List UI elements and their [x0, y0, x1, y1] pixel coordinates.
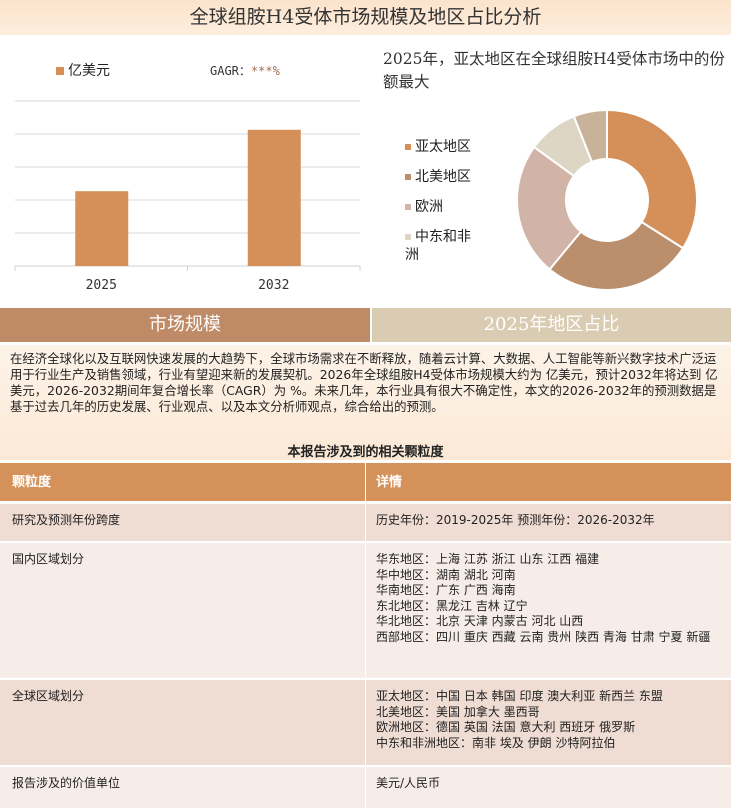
x-tick-label: 2032	[258, 278, 289, 293]
donut-slice-亚太地区	[606, 108, 698, 250]
legend-swatch	[405, 204, 411, 210]
legend-label: 亿美元	[68, 63, 110, 79]
row-detail: 美元/人民币	[376, 776, 441, 790]
donut-title: 2025年，亚太地区在全球组胺H4受体市场中的份额最大	[383, 50, 725, 91]
row-label: 研究及预测年份跨度	[0, 504, 366, 541]
legend-swatch	[405, 234, 411, 240]
paragraph-bg	[0, 345, 731, 460]
donut-slice-北美地区	[548, 220, 685, 291]
legend-swatch	[405, 144, 411, 150]
legend-item: 中东和非洲	[405, 228, 475, 264]
donut-slice-other	[572, 108, 608, 164]
header-details: 详情	[376, 475, 403, 490]
legend-swatch	[56, 67, 64, 75]
legend-label: 北美地区	[415, 169, 471, 185]
legend-swatch	[405, 174, 411, 180]
legend-label: 中东和非洲	[405, 229, 471, 263]
row-label: 国内区域划分	[0, 543, 366, 678]
legend-item: 亚太地区	[405, 138, 475, 156]
legend-item: 北美地区	[405, 168, 475, 186]
table-title: 本报告涉及到的相关颗粒度	[287, 445, 444, 460]
table-row: 全球区域划分 亚太地区：中国 日本 韩国 印度 澳大利亚 新西兰 东盟 北美地区…	[0, 680, 731, 765]
table-row: 报告涉及的价值单位 美元/人民币	[0, 767, 731, 808]
band-market-size: 市场规模	[0, 308, 370, 342]
x-tick-label: 2025	[86, 278, 117, 293]
table-row: 国内区域划分 华东地区：上海 江苏 浙江 山东 江西 福建 华中地区：湖南 湖北…	[0, 543, 731, 678]
header-granularity: 颗粒度	[0, 463, 366, 501]
bar-2032	[247, 129, 301, 266]
table-row: 研究及预测年份跨度 历史年份：2019-2025年 预测年份：2026-2032…	[0, 504, 731, 541]
gagr-text: GAGR：	[210, 64, 251, 78]
row-detail: 历史年份：2019-2025年 预测年份：2026-2032年	[376, 513, 655, 527]
gagr-value: ***%	[250, 64, 280, 78]
intro-paragraph: 在经济全球化以及互联网快速发展的大趋势下，全球市场需求在不断释放，随着云计算、大…	[10, 351, 718, 414]
bar-legend: 亿美元	[56, 60, 110, 80]
row-label: 报告涉及的价值单位	[0, 767, 366, 808]
row-detail: 亚太地区：中国 日本 韩国 印度 澳大利亚 新西兰 东盟 北美地区：美国 加拿大…	[376, 689, 663, 750]
bar-chart: 2025 2032	[14, 100, 361, 293]
legend-item: 欧洲	[405, 198, 475, 216]
bar-2025	[75, 191, 129, 266]
donut-slice-欧洲	[516, 145, 583, 271]
band-region-share: 2025年地区占比	[372, 308, 731, 342]
donut-chart	[516, 108, 698, 291]
row-detail: 华东地区：上海 江苏 浙江 山东 江西 福建 华中地区：湖南 湖北 河南 华南地…	[376, 552, 711, 644]
legend-label: 欧洲	[415, 199, 443, 215]
row-label: 全球区域划分	[0, 680, 366, 765]
table-header: 颗粒度 详情	[0, 463, 731, 501]
page-title: 全球组胺H4受体市场规模及地区占比分析	[0, 0, 731, 35]
gagr-label: GAGR：***%	[210, 62, 280, 79]
legend-label: 亚太地区	[415, 139, 471, 155]
